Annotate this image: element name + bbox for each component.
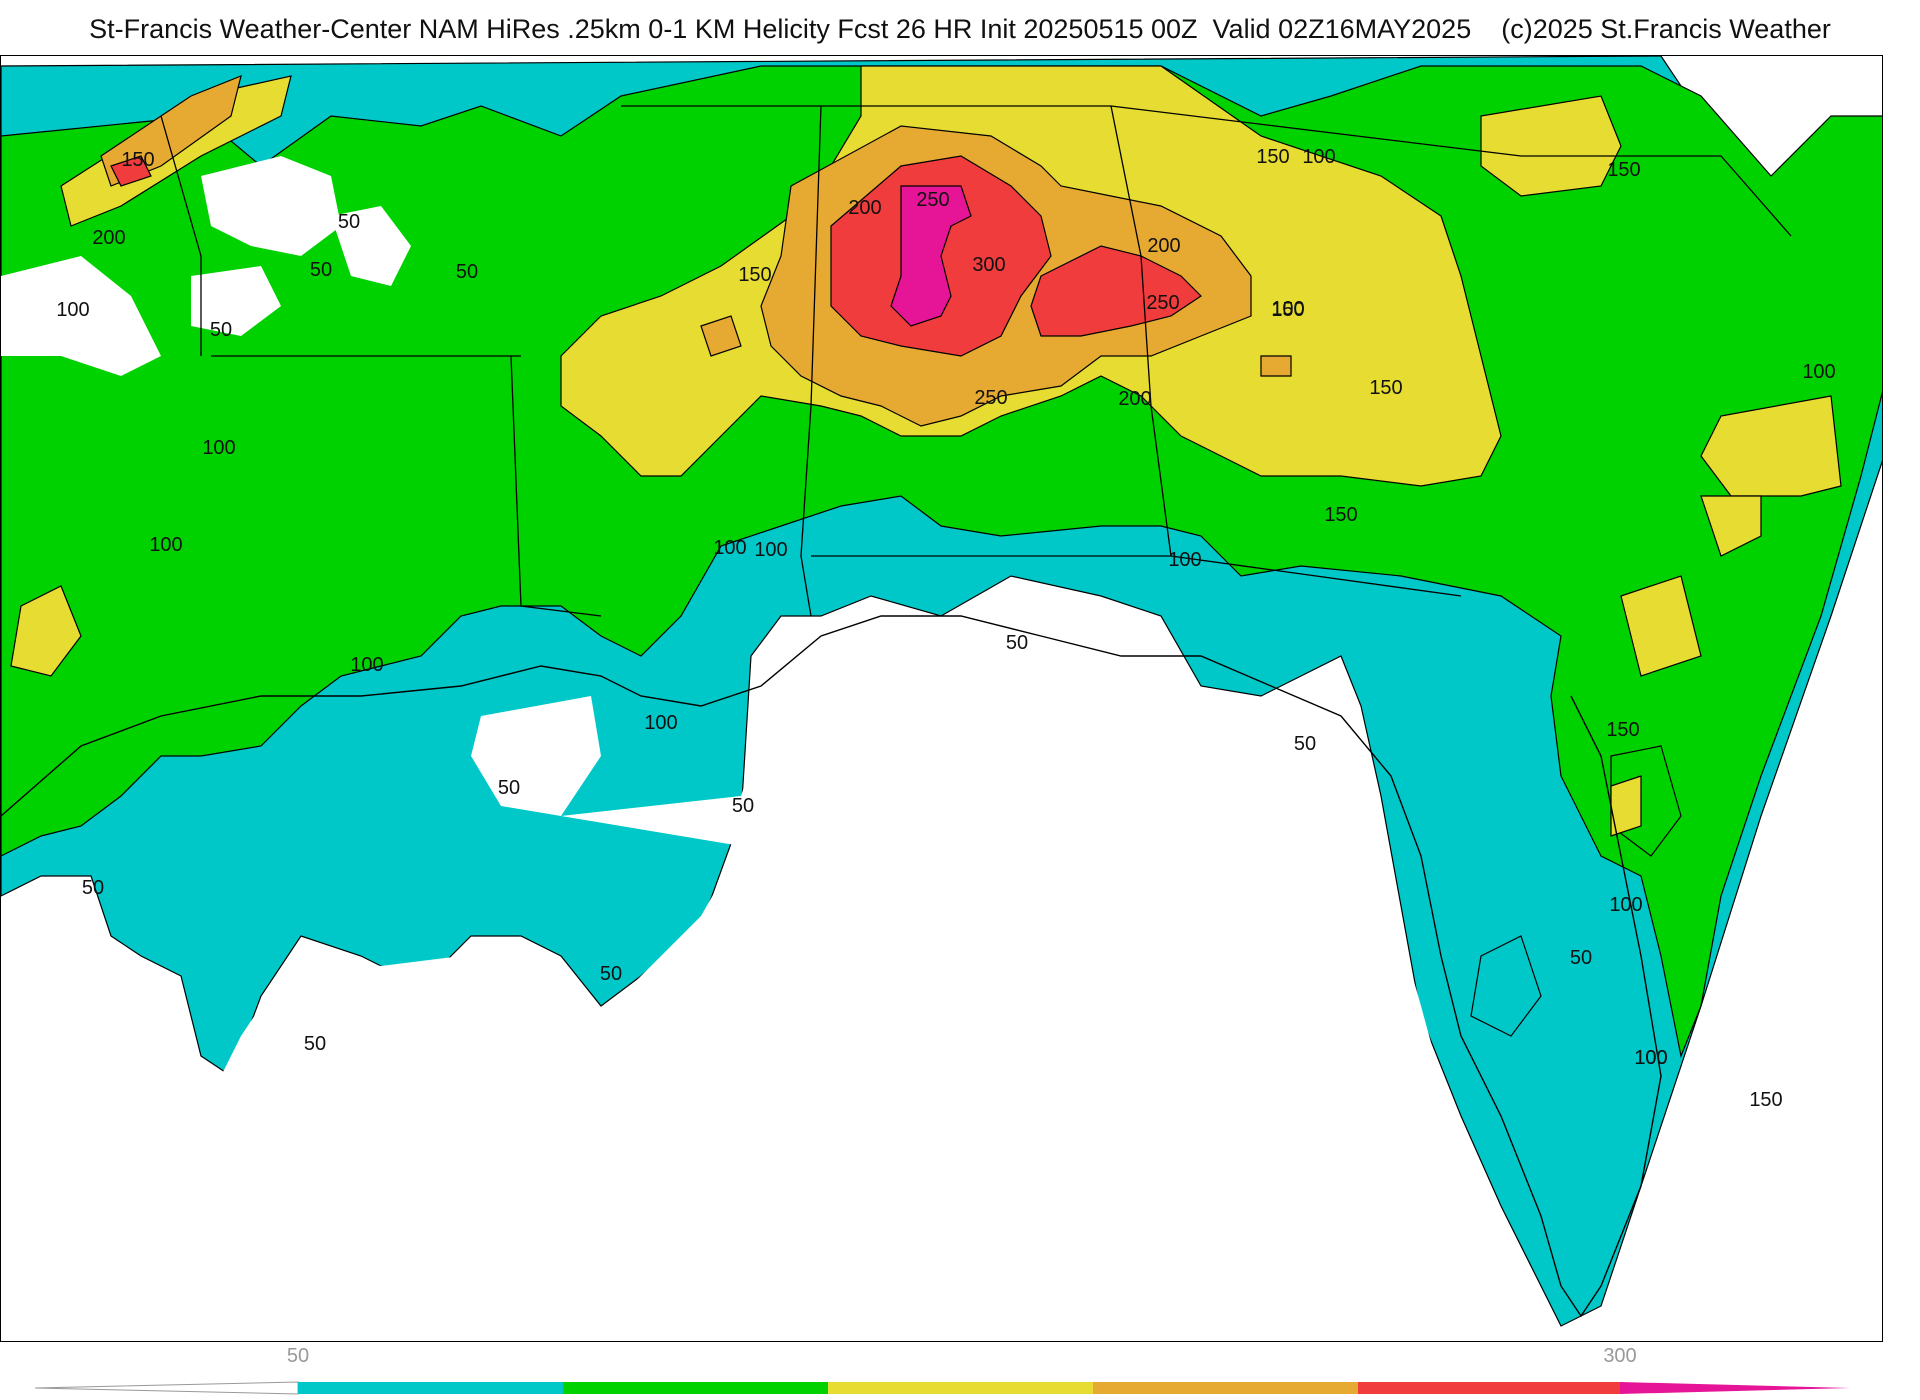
contour-label: 50: [338, 211, 360, 233]
colorbar-high-tip: [1620, 1382, 1850, 1394]
contour-label: 150: [1256, 146, 1289, 168]
coastline: [1, 615, 1662, 1318]
contour-label: 100: [1609, 894, 1642, 916]
contour-label: 150: [1749, 1089, 1782, 1111]
contour-label: 150: [121, 149, 154, 171]
contour-label: 150: [1324, 504, 1357, 526]
contour-label: 100: [713, 537, 746, 559]
colorbar-tick-label: 300: [1603, 1346, 1636, 1367]
contour-label: 200: [92, 227, 125, 249]
colorbar-bin-250: [1358, 1382, 1620, 1394]
contour-label: 100: [149, 534, 182, 556]
colorbar-low-tip: [34, 1381, 299, 1395]
helicity-300-region: [890, 185, 972, 327]
contour-label: 250: [974, 387, 1007, 409]
contour-label: 50: [304, 1033, 326, 1055]
contour-label: 50: [82, 877, 104, 899]
contour-label: 50: [732, 795, 754, 817]
contour-label: 50: [1006, 632, 1028, 654]
contour-label: 50: [456, 261, 478, 283]
contour-label: 100: [1302, 146, 1335, 168]
contour-label: 50: [498, 777, 520, 799]
contour-label: 150: [1271, 299, 1304, 321]
contour-label: 200: [1147, 235, 1180, 257]
contour-label: 150: [738, 264, 771, 286]
colorbar-tick-label: 50: [287, 1346, 309, 1367]
contour-label: 100: [1802, 361, 1835, 383]
contour-label: 100: [202, 437, 235, 459]
contour-label: 300: [972, 254, 1005, 276]
colorbar-bin-100: [563, 1382, 828, 1394]
contour-label: 50: [1570, 947, 1592, 969]
contour-label: 100: [56, 299, 89, 321]
contour-label: 200: [848, 197, 881, 219]
contour-label: 100: [754, 539, 787, 561]
contour-label: 50: [1294, 733, 1316, 755]
colorbar-bin-150: [828, 1382, 1093, 1394]
contour-label: 250: [1146, 292, 1179, 314]
colorbar-bin-50: [298, 1382, 563, 1394]
contour-label: 100: [644, 712, 677, 734]
state-borders: [160, 105, 1792, 617]
contour-label: 100: [1271, 298, 1304, 320]
colorbar-bin-200: [1093, 1382, 1358, 1394]
contour-label: 50: [310, 259, 332, 281]
contour-label: 50: [210, 319, 232, 341]
map-panel: 150 200 50 50 50 100 50 100 100 150 200 250 300 250 20…: [0, 55, 1883, 1342]
map-title: St-Francis Weather-Center NAM HiRes .25k…: [89, 14, 1831, 44]
contour-label: 100: [350, 654, 383, 676]
contour-label: 50: [600, 963, 622, 985]
low-helicity-areas: [1, 156, 1541, 1341]
contour-label: 150: [1606, 719, 1639, 741]
contour-label: 100: [1634, 1047, 1667, 1069]
colorbar: 50 300: [34, 1346, 1850, 1395]
contour-label: 150: [1607, 159, 1640, 181]
contour-label: 100: [1168, 549, 1201, 571]
contour-label: 100: [1634, 1047, 1667, 1069]
contour-label: 250: [916, 189, 949, 211]
contour-label: 150: [1369, 377, 1402, 399]
contour-label: 200: [1118, 388, 1151, 410]
